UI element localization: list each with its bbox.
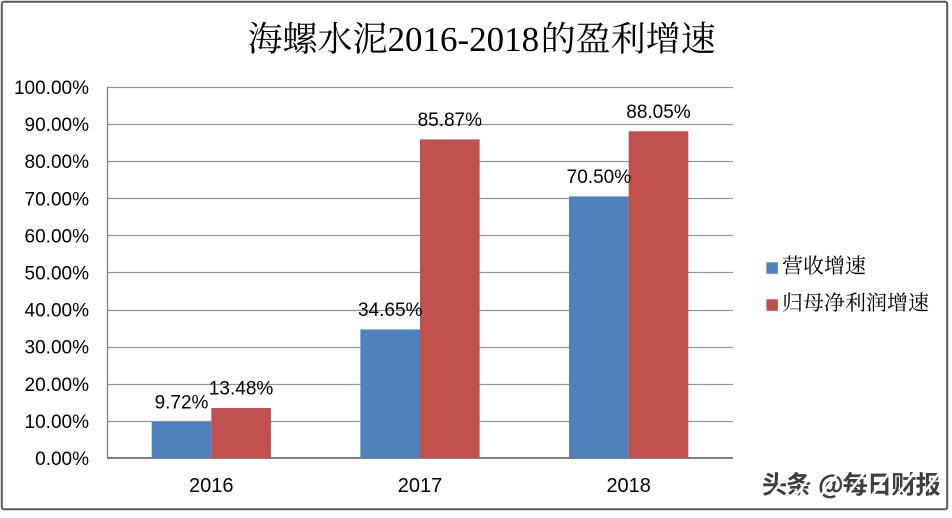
svg-text:2017: 2017 [398, 475, 443, 497]
svg-text:85.87%: 85.87% [418, 110, 483, 131]
svg-text:2018: 2018 [606, 475, 651, 497]
svg-text:70.50%: 70.50% [567, 167, 632, 188]
svg-text:50.00%: 50.00% [25, 264, 90, 285]
svg-text:20.00%: 20.00% [25, 375, 90, 396]
svg-text:30.00%: 30.00% [25, 338, 90, 359]
svg-text:2016-2018: 2016-2018 [388, 20, 540, 59]
svg-text:100.00%: 100.00% [14, 78, 89, 99]
svg-text:34.65%: 34.65% [358, 300, 423, 321]
svg-text:0.00%: 0.00% [35, 449, 89, 470]
svg-text:90.00%: 90.00% [25, 115, 90, 136]
svg-text:60.00%: 60.00% [25, 226, 90, 247]
svg-text:13.48%: 13.48% [209, 379, 274, 400]
svg-text:2016: 2016 [189, 475, 234, 497]
svg-text:10.00%: 10.00% [25, 412, 90, 433]
svg-text:80.00%: 80.00% [25, 152, 90, 173]
svg-text:40.00%: 40.00% [25, 301, 90, 322]
svg-text:70.00%: 70.00% [25, 189, 90, 210]
svg-text:9.72%: 9.72% [155, 392, 209, 413]
svg-text:88.05%: 88.05% [626, 102, 691, 123]
